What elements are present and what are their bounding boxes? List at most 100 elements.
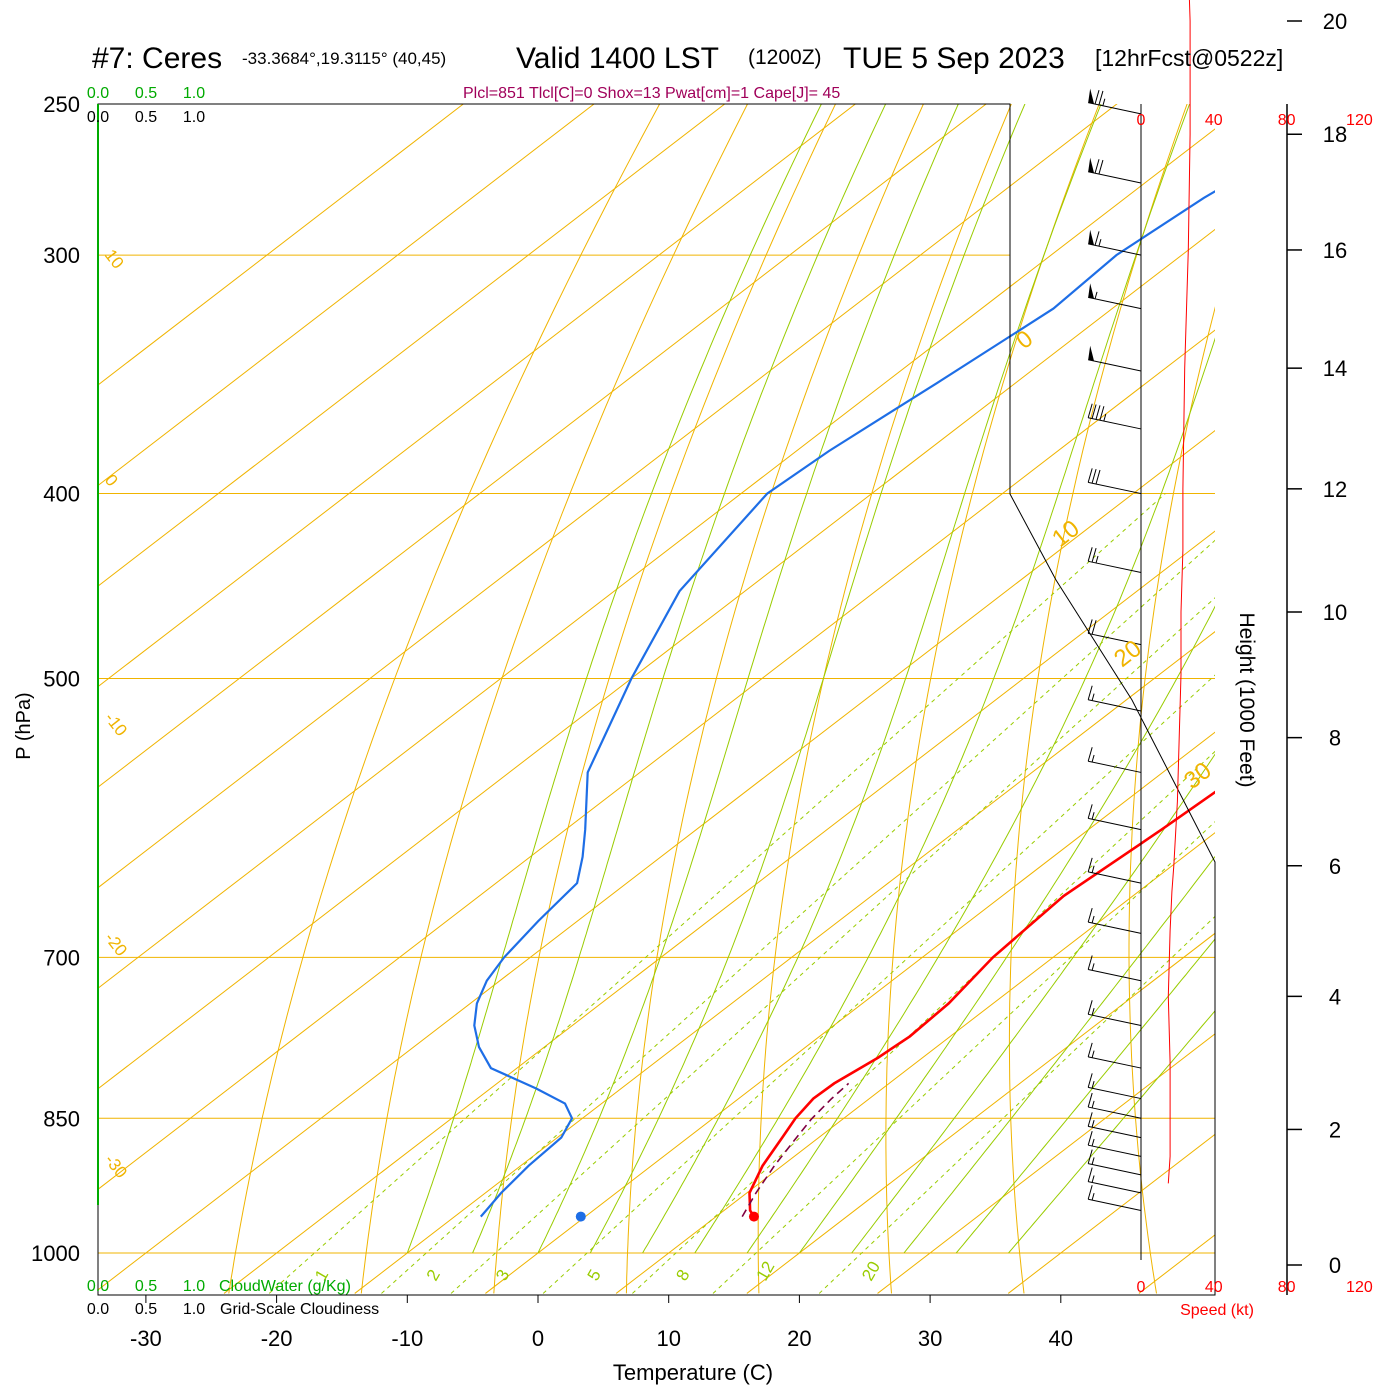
wind-barb-staff [1088, 871, 1142, 884]
wind-barb-full [1091, 469, 1097, 484]
wind-barb-full [1098, 159, 1104, 175]
x-axis-label: Temperature (C) [613, 1360, 773, 1385]
wind-barb-full [1087, 1167, 1093, 1182]
wind-barb-staff [1088, 699, 1142, 712]
wind-barb-half [1091, 1175, 1095, 1183]
height-tick-label: 6 [1329, 854, 1341, 879]
x-tick-label: 30 [918, 1326, 942, 1351]
isotherm-line [98, 329, 1215, 1190]
speed-tick-label: 120 [1346, 112, 1373, 129]
dry-adiabat [228, 104, 661, 1294]
isotherm-line [223, 530, 1215, 1294]
wind-barb-half [1098, 239, 1102, 247]
isotherm-line [354, 631, 1215, 1294]
wind-barb-staff [1088, 1106, 1142, 1119]
wind-barb [1088, 345, 1142, 372]
isotherm-line [98, 104, 726, 587]
wind-barb [1087, 547, 1142, 574]
mixing-ratio-line [632, 750, 1215, 1294]
height-tick-label: 18 [1323, 122, 1347, 147]
wind-barb-half [1091, 1120, 1095, 1128]
wind-barb-half [1091, 1081, 1095, 1089]
pressure-tick-label: 400 [43, 482, 80, 507]
wind-barb-staff [1088, 1198, 1142, 1211]
wind-barb-staff [1088, 1163, 1142, 1176]
isotherm-line [98, 104, 465, 386]
wind-barb-full [1098, 90, 1104, 106]
pressure-tick-label: 700 [43, 945, 80, 970]
isotherm-line [98, 104, 595, 487]
wind-barb-full [1087, 1149, 1093, 1164]
cloud-scale-label: 0.5 [135, 1278, 157, 1295]
mixing-ratio-line [450, 597, 1215, 1294]
wind-barb [1087, 468, 1142, 495]
date-text: TUE 5 Sep 2023 [843, 42, 1065, 75]
wind-barb [1087, 1073, 1142, 1100]
isotherm-line [98, 228, 1215, 1090]
wind-barb-full [1095, 405, 1101, 420]
moist-adiabat [798, 605, 1215, 1254]
moist-adiabat [472, 104, 887, 1254]
wind-barb [1088, 283, 1142, 310]
wind-barb-full [1087, 1073, 1093, 1088]
isotherm-line [98, 104, 857, 688]
moist-adiabat [746, 337, 1215, 1254]
pressure-tick-label: 250 [43, 92, 80, 117]
cloud-scale-label: 1.0 [183, 85, 205, 102]
wind-barb-staff [1088, 560, 1142, 574]
temperature-trace [748, 790, 1215, 1218]
cloud-scale-label: 0.5 [135, 109, 157, 126]
wind-barb-full [1087, 468, 1093, 483]
speed-tick-label: 80 [1278, 112, 1296, 129]
x-tick-label: -30 [130, 1326, 162, 1351]
wind-barb-staff [1088, 481, 1142, 495]
height-tick-label: 14 [1323, 356, 1347, 381]
wind-barb [1087, 747, 1142, 773]
isotherm-line [485, 731, 1215, 1294]
x-tick-label: -10 [391, 1326, 423, 1351]
cloudwater-label: CloudWater (g/Kg) [219, 1278, 351, 1295]
x-tick-label: 40 [1049, 1326, 1073, 1351]
wind-barb [1088, 88, 1142, 115]
height-tick-label: 12 [1323, 477, 1347, 502]
wind-barb-full [1091, 404, 1097, 419]
wind-barb-half [1102, 98, 1106, 106]
wind-barb-staff [1088, 1086, 1142, 1100]
wind-barb-pennant [1088, 88, 1095, 104]
wind-barb-staff [1088, 817, 1142, 831]
wind-barb-half [1091, 1100, 1095, 1109]
pressure-tick-label: 300 [43, 243, 80, 268]
wind-barb-full [1087, 403, 1093, 418]
surface-dewpoint-marker [575, 1211, 586, 1222]
wind-barb-staff [1088, 1056, 1142, 1069]
moist-adiabat [589, 104, 1026, 1254]
wind-barb [1087, 1112, 1142, 1139]
wind-barb-half [1103, 413, 1107, 422]
wind-barb [1088, 157, 1142, 184]
wind-barb [1087, 685, 1142, 712]
height-axis-label: Height (1000 Feet) [1235, 612, 1258, 787]
cloudiness-label: Grid-Scale Cloudiness [220, 1301, 379, 1318]
moist-adiabat [851, 753, 1215, 1254]
station-title: #7: Ceres [92, 42, 222, 75]
height-tick-label: 8 [1329, 726, 1341, 751]
speed-tick-label: 40 [1205, 112, 1223, 129]
wind-barb-half [1094, 291, 1098, 299]
moist-adiabat [694, 104, 1191, 1254]
isotherm-line [98, 104, 987, 788]
pressure-tick-label: 500 [43, 667, 80, 692]
wind-barb-half [1091, 1157, 1095, 1165]
wind-barb [1087, 1092, 1142, 1119]
wind-barb-half [1091, 693, 1095, 701]
wind-barb-half [1095, 555, 1099, 564]
wind-barb-full [1091, 548, 1097, 563]
wind-barb-staff [1088, 171, 1142, 184]
parcel-trace [741, 1082, 850, 1218]
dry-adiabat [493, 104, 837, 1294]
mixing-ratio-line [712, 821, 1215, 1294]
wind-barb-staff [1088, 760, 1142, 773]
wind-barb-staff [1088, 632, 1142, 646]
wind-barb-half [1091, 963, 1095, 971]
wind-barb-full [1087, 685, 1093, 700]
